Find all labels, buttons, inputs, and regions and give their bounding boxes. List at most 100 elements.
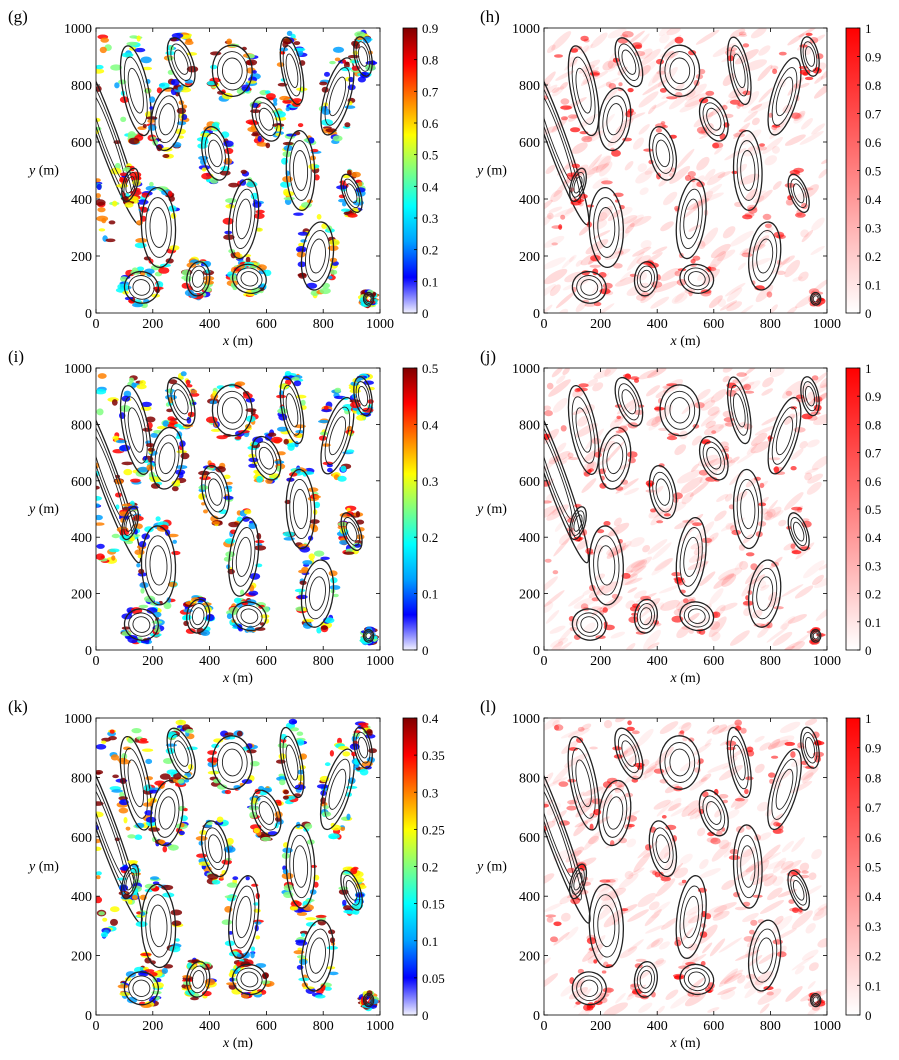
heatmap-cell <box>605 81 612 88</box>
x-tick-label: 400 <box>647 1019 668 1034</box>
heatmap-cell <box>274 811 283 818</box>
heatmap-cell <box>637 33 650 47</box>
y-tick-label: 0 <box>85 1009 92 1024</box>
heatmap-cell <box>773 466 780 473</box>
heatmap-cell <box>690 513 704 525</box>
heatmap-cell <box>638 65 651 77</box>
heatmap-cell <box>286 30 293 36</box>
heatmap-cell <box>586 1002 596 1009</box>
x-axis-label: x (m) <box>222 671 253 686</box>
heatmap-cell <box>656 800 674 817</box>
heatmap-cell <box>599 288 611 295</box>
heatmap-cell <box>128 899 133 905</box>
heatmap-cell <box>236 953 242 958</box>
heatmap-cell <box>621 572 631 579</box>
heatmap-cell <box>602 607 608 613</box>
heatmap-cell <box>560 912 571 922</box>
contour-line <box>732 744 746 781</box>
heatmap-cell <box>112 200 118 207</box>
heatmap-cell <box>140 952 152 957</box>
heatmap-cell <box>282 99 293 104</box>
heatmap-cell <box>577 726 585 732</box>
heatmap-cell <box>618 837 628 844</box>
heatmap-cell <box>700 399 716 411</box>
contour-line <box>771 406 798 465</box>
contour-line <box>683 536 700 577</box>
heatmap-cell <box>638 1002 653 1013</box>
contour-line <box>166 376 196 427</box>
heatmap-cell <box>309 889 317 895</box>
contour-line <box>140 186 177 269</box>
heatmap-cell <box>132 303 144 308</box>
heatmap-cell <box>758 952 776 964</box>
heatmap-cell <box>582 43 594 54</box>
contour-line <box>636 603 655 630</box>
heatmap-cell <box>736 846 757 868</box>
colorbar-tick-label: 1 <box>865 361 872 376</box>
heatmap-cell <box>747 206 758 214</box>
heatmap-cell <box>766 860 785 870</box>
contour-line <box>355 731 371 764</box>
heatmap-cell <box>296 87 308 92</box>
heatmap-cell <box>282 531 295 537</box>
heatmap-cell <box>100 37 109 43</box>
contour-line <box>353 726 373 769</box>
colorbar <box>402 27 418 314</box>
heatmap-cell <box>330 577 338 584</box>
x-tick-label: 0 <box>541 1019 548 1034</box>
contour-line <box>571 396 596 464</box>
heatmap-cell <box>544 410 553 417</box>
heatmap-cell <box>767 596 782 608</box>
heatmap-cell <box>553 724 564 731</box>
heatmap-cell <box>673 867 689 879</box>
heatmap-cell <box>784 134 806 146</box>
contour-line <box>571 270 607 304</box>
y-tick-label: 1000 <box>512 22 540 37</box>
heatmap-cell <box>221 919 233 925</box>
axes-frame <box>543 367 828 651</box>
heatmap-cell <box>360 71 370 79</box>
heatmap-cell <box>321 223 328 229</box>
heatmap-cell <box>716 830 723 837</box>
contour-line <box>191 970 205 989</box>
contour-line <box>251 435 282 481</box>
heatmap-cell <box>346 449 355 453</box>
heatmap-cell <box>784 741 796 746</box>
heatmap-cell <box>759 482 765 488</box>
heatmap-cell <box>772 510 784 518</box>
heatmap-cell <box>177 135 184 139</box>
x-tick-label: 0 <box>541 654 548 669</box>
contour-line <box>621 49 637 75</box>
heatmap-cell <box>224 895 237 899</box>
heatmap-cell <box>313 501 321 509</box>
contour-line <box>812 996 819 1004</box>
heatmap-cell <box>701 183 723 199</box>
heatmap-cell <box>721 573 737 588</box>
y-axis-unit: (m) <box>35 502 59 517</box>
heatmap-cell <box>657 840 677 862</box>
contour-line <box>614 727 644 780</box>
heatmap-cell <box>568 457 579 461</box>
heatmap-cell <box>628 616 639 623</box>
heatmap-cell <box>769 368 785 378</box>
y-tick-label: 800 <box>519 771 540 786</box>
heatmap-cell <box>734 49 759 65</box>
contour-line <box>240 608 259 624</box>
contour-line <box>289 140 312 201</box>
x-tick-label: 800 <box>760 317 781 332</box>
heatmap-cell <box>235 251 241 259</box>
colorbar-tick-label: 0.6 <box>865 474 882 489</box>
heatmap-cell <box>166 408 173 413</box>
heatmap-cell <box>695 29 720 45</box>
colorbar-tick-label: 0 <box>865 1008 872 1023</box>
contour-line <box>675 517 707 597</box>
contour-line <box>251 96 282 142</box>
x-axis-variable: x <box>670 1036 678 1051</box>
heatmap-cell <box>140 911 146 916</box>
heatmap-cell <box>639 601 660 619</box>
contour-line <box>231 601 267 632</box>
heatmap-cell <box>692 522 703 526</box>
heatmap-cell <box>651 558 673 576</box>
heatmap-cell <box>201 167 207 172</box>
